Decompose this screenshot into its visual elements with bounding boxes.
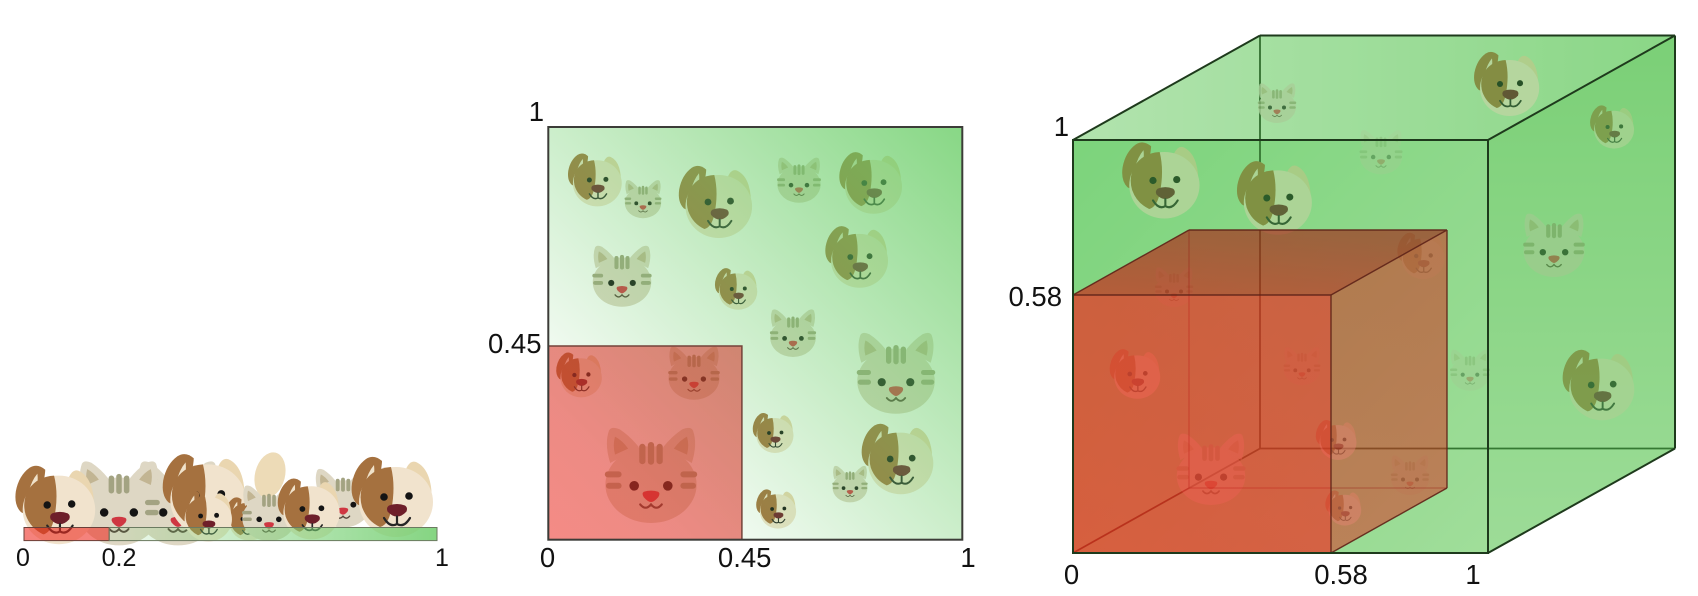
svg-text:0.58: 0.58: [1314, 559, 1368, 590]
svg-text:0.45: 0.45: [718, 542, 772, 573]
svg-text:1: 1: [529, 96, 544, 127]
svg-text:0: 0: [540, 542, 555, 573]
svg-text:0.45: 0.45: [488, 328, 542, 359]
svg-text:0: 0: [1064, 559, 1079, 590]
svg-text:1: 1: [1465, 559, 1480, 590]
svg-text:1: 1: [435, 544, 449, 572]
svg-text:1: 1: [1054, 111, 1069, 142]
svg-text:0: 0: [16, 544, 30, 572]
svg-text:0.58: 0.58: [1008, 281, 1062, 312]
svg-text:0.2: 0.2: [102, 544, 137, 572]
svg-text:1: 1: [960, 542, 975, 573]
